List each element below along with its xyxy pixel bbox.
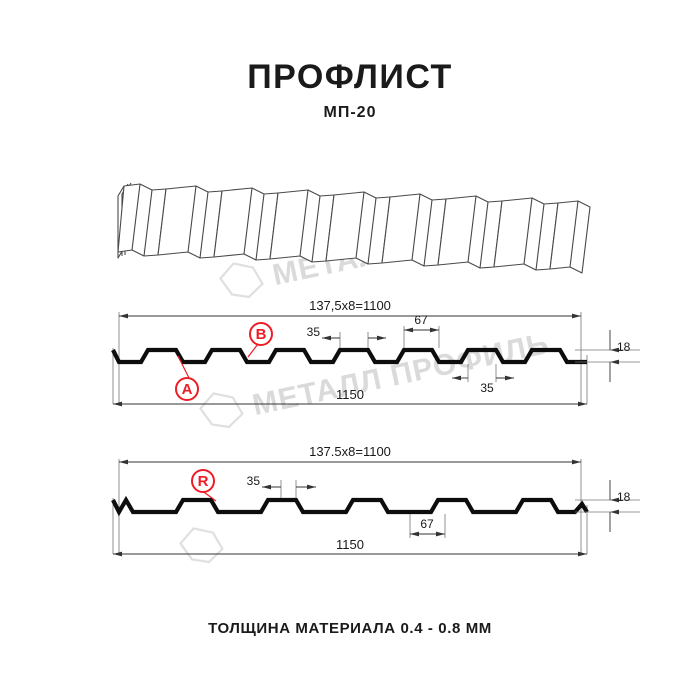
dimension-text-height-front: 18 — [617, 340, 631, 354]
callout-a-label: A — [182, 381, 193, 398]
callout-r-label: R — [198, 473, 209, 490]
isometric-sheet-view — [117, 182, 591, 274]
dimension-text-cover-width: 137,5x8=1100 — [309, 298, 391, 313]
profile-outline-back — [111, 495, 589, 517]
callout-b-label: B — [256, 326, 267, 343]
page-subtitle: МП-20 — [323, 104, 377, 121]
dimension-text-total-width-back: 1150 — [336, 537, 364, 552]
dimension-group-height-back: 18 — [575, 480, 640, 532]
material-thickness-label: ТОЛЩИНА МАТЕРИАЛА 0.4 - 0.8 ММ — [208, 620, 492, 637]
watermark-text-2: МЕТАЛЛ ПРОФИЛЬ — [250, 327, 552, 422]
dimension-group-height-front: 18 — [575, 330, 640, 382]
cross-section-back: 137.5x8=1100 1150 35 — [111, 444, 640, 557]
dimension-text-rib-base-back: 67 — [420, 517, 434, 531]
profile-outline-front — [111, 347, 587, 365]
callout-b: B — [247, 322, 273, 358]
dimension-text-rib-top-left: 35 — [307, 325, 321, 339]
dimension-group-rib-top-left: 35 — [307, 325, 386, 348]
callout-r: R — [191, 469, 217, 502]
watermark-logo-icon — [179, 527, 224, 564]
dimension-text-total-width: 1150 — [336, 387, 364, 402]
dimension-text-rib-base: 67 — [414, 313, 428, 327]
dimension-text-rib-top-right: 35 — [480, 381, 494, 395]
cross-section-front: 137,5x8=1100 1150 35 — [111, 298, 640, 407]
dimension-group-rib-base-back: 67 — [409, 514, 446, 538]
dimension-group-rib-top-back: 35 — [247, 474, 316, 498]
page-title: ПРОФЛИСТ — [247, 58, 453, 96]
dimension-group-rib-top-right: 35 — [452, 364, 514, 395]
watermark-logo-icon — [219, 262, 264, 299]
dimension-group-rib-base: 67 — [403, 313, 440, 348]
callout-a: A — [175, 355, 199, 401]
dimension-text-cover-width-back: 137.5x8=1100 — [309, 444, 391, 459]
watermark-logo-icon — [199, 392, 244, 429]
dimension-text-rib-top-back: 35 — [247, 474, 261, 488]
dimension-text-height-back: 18 — [617, 490, 631, 504]
